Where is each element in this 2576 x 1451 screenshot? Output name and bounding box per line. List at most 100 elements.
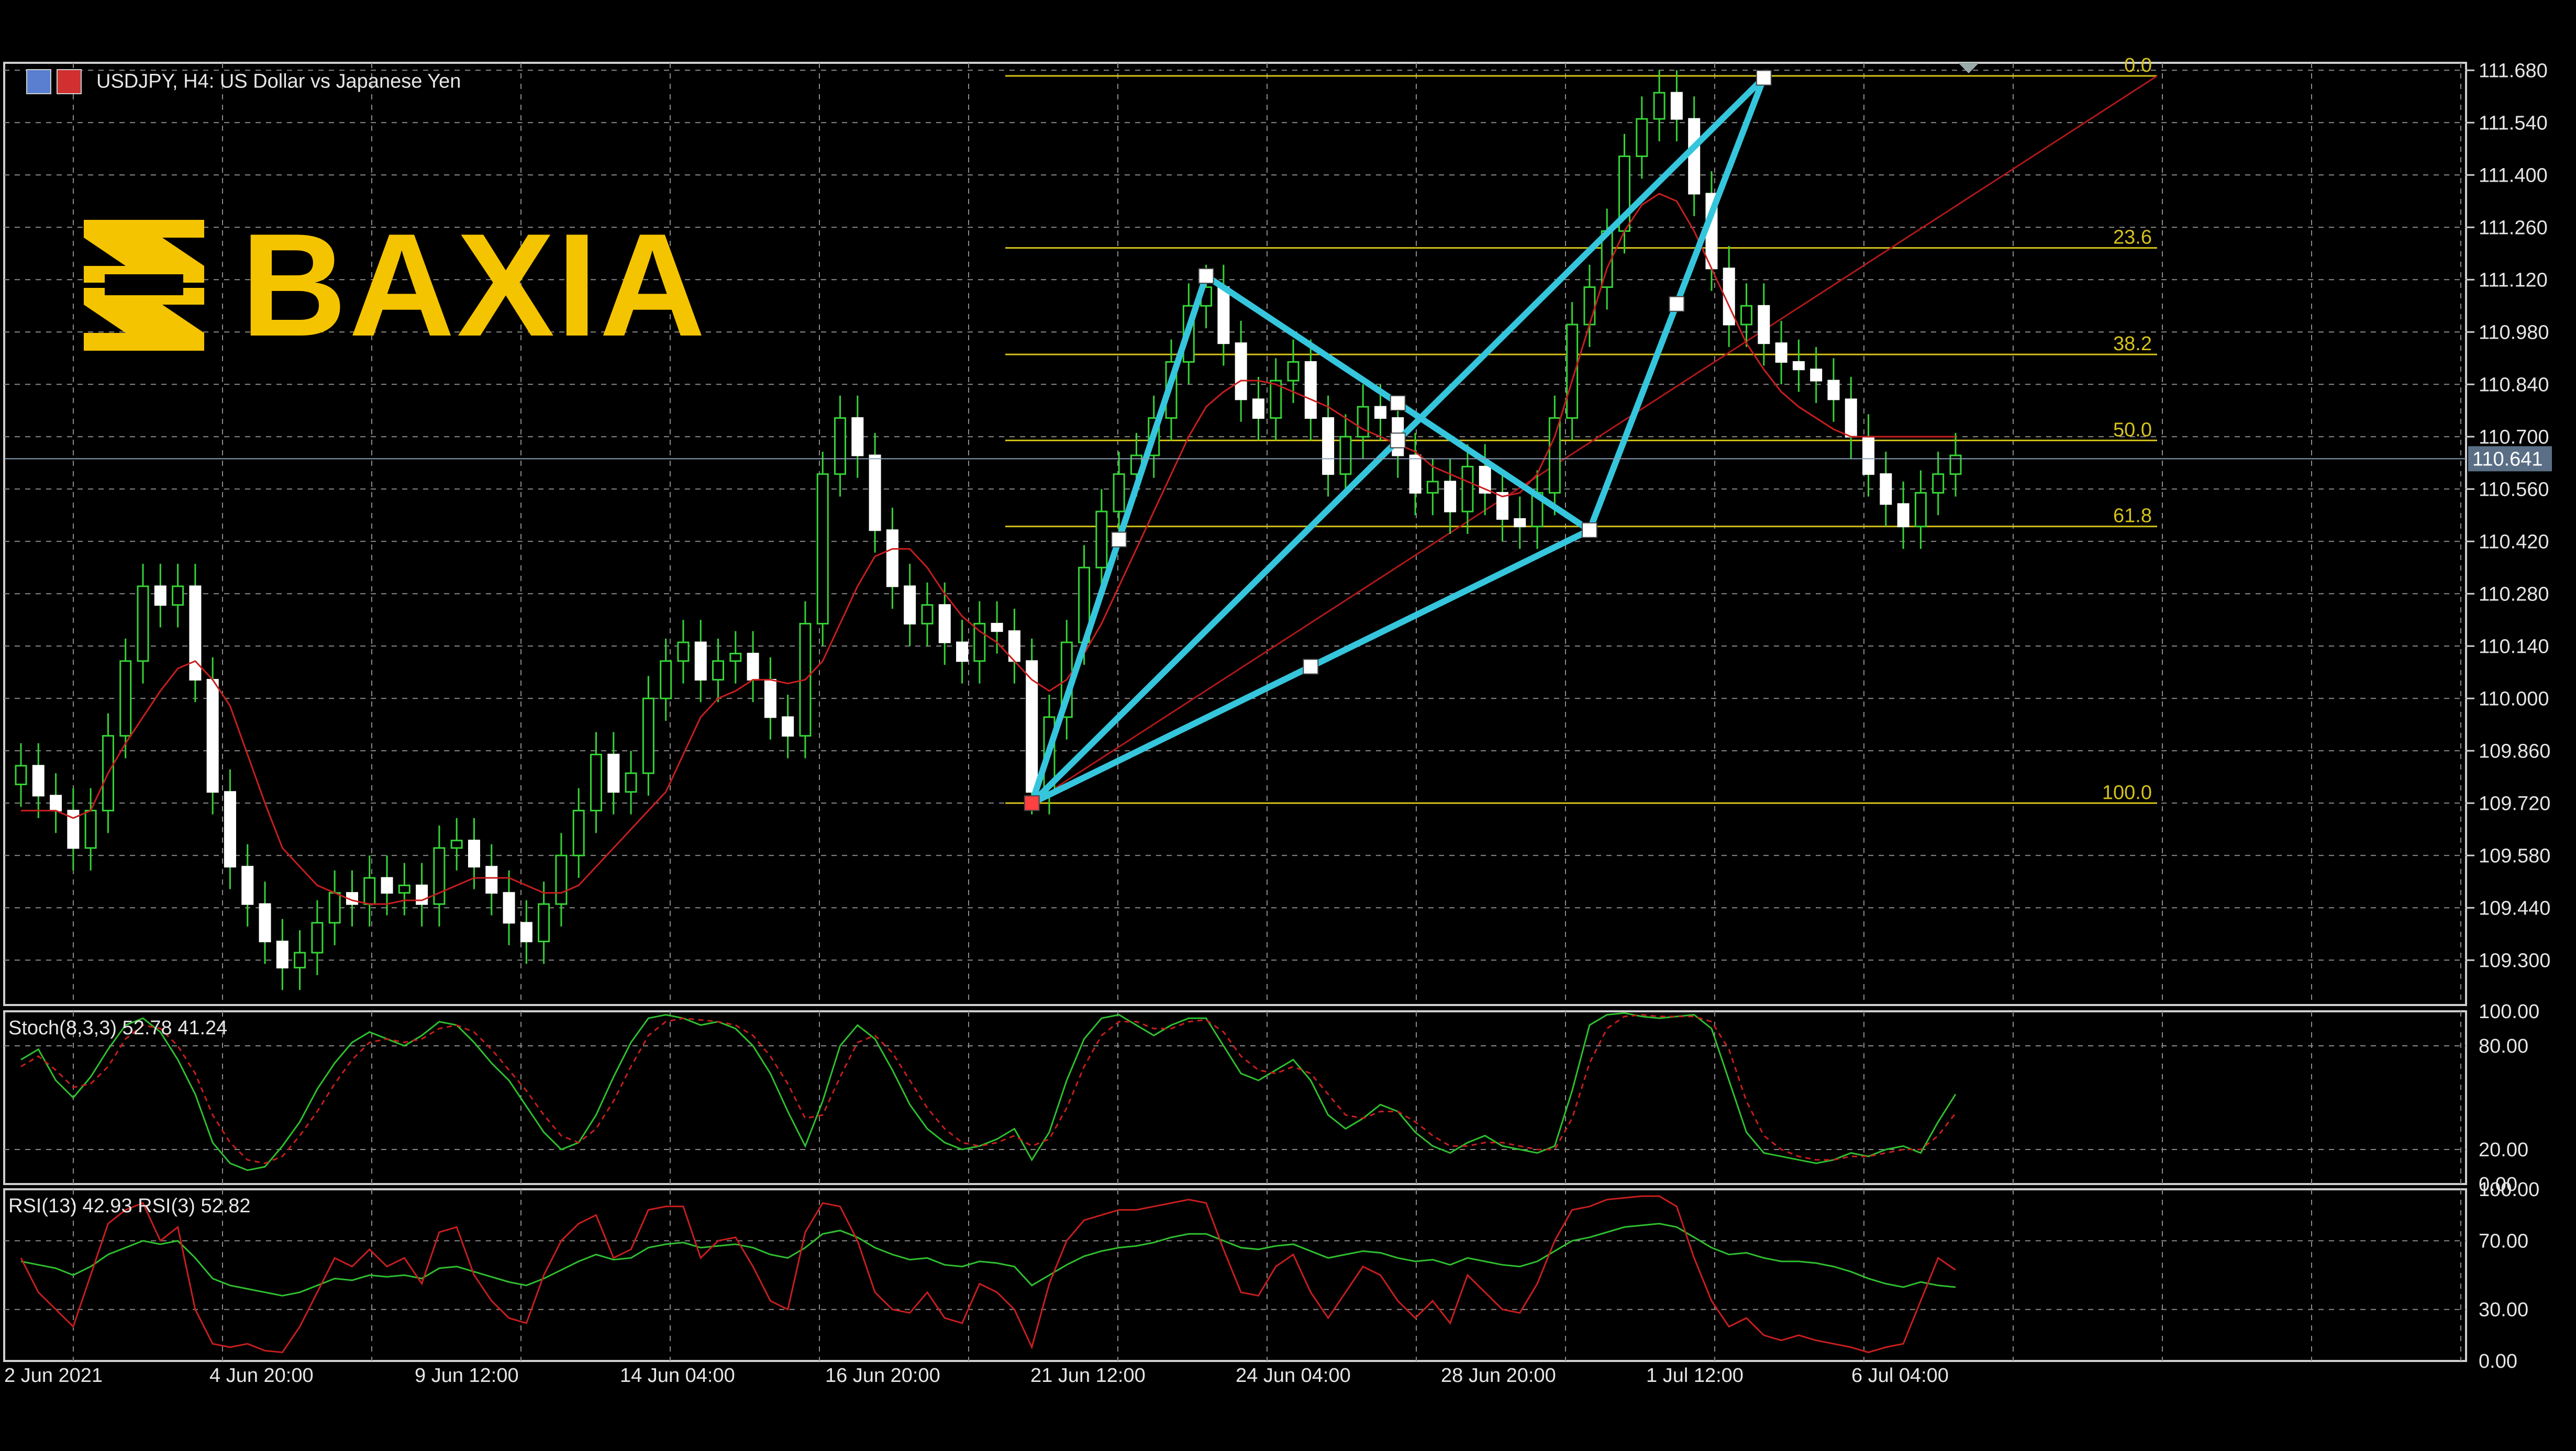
- candle: [1566, 323, 1579, 419]
- pattern-midpoint-handle: [1669, 296, 1685, 312]
- x-tick-label: 6 Jul 04:00: [1851, 1365, 1949, 1387]
- candle: [1688, 118, 1701, 195]
- candle: [834, 417, 847, 475]
- current-price-label: 110.641: [2472, 448, 2543, 470]
- candle: [1792, 361, 1805, 371]
- candle: [206, 679, 219, 793]
- candle: [956, 641, 969, 662]
- candle: [1461, 465, 1474, 512]
- candle: [450, 840, 463, 849]
- candle: [590, 753, 603, 812]
- candle: [433, 847, 446, 905]
- y-tick-label: 110.140: [2479, 635, 2549, 657]
- fib-level-label: 23.6: [2113, 227, 2152, 249]
- y-tick-label: 111.540: [2479, 112, 2548, 134]
- candle: [276, 941, 288, 969]
- candle: [538, 903, 550, 943]
- candle: [1932, 473, 1945, 494]
- candle: [119, 660, 132, 737]
- trend-line: [1031, 75, 2158, 804]
- candle: [154, 585, 166, 606]
- candle: [1758, 305, 1770, 344]
- candle: [921, 604, 934, 624]
- stoch-tick-label: 0.00: [2479, 1174, 2517, 1196]
- candle: [1548, 417, 1561, 494]
- candle: [1095, 510, 1108, 568]
- candle: [468, 840, 480, 868]
- candle: [1339, 436, 1352, 475]
- candle: [1113, 473, 1125, 512]
- candle: [363, 877, 376, 905]
- candle: [851, 417, 864, 456]
- candle: [67, 810, 80, 849]
- candle: [1322, 417, 1335, 475]
- y-tick-label: 109.580: [2479, 845, 2550, 867]
- rsi-panel-frame: [3, 1188, 2467, 1362]
- candle: [764, 679, 776, 718]
- candle: [224, 791, 236, 868]
- y-tick-label: 110.280: [2479, 583, 2549, 605]
- baxia-logo-icon: [84, 220, 204, 351]
- candle: [398, 884, 410, 894]
- candle: [1217, 286, 1230, 344]
- candle: [1270, 380, 1282, 419]
- candle: [15, 765, 27, 786]
- candle: [625, 772, 637, 793]
- x-tick-label: 16 Jun 20:00: [825, 1365, 940, 1387]
- candle: [1670, 92, 1683, 120]
- y-tick-label: 110.840: [2479, 374, 2549, 396]
- candle: [137, 585, 149, 662]
- fib-level-label: 38.2: [2113, 333, 2152, 355]
- candle: [973, 622, 986, 662]
- y-tick-label: 111.400: [2479, 164, 2548, 186]
- candle: [1897, 503, 1909, 528]
- candle: [1479, 465, 1491, 494]
- y-tick-label: 109.720: [2479, 793, 2550, 814]
- y-tick-label: 109.860: [2479, 740, 2550, 762]
- candle: [1374, 406, 1386, 419]
- candle: [991, 622, 1003, 632]
- candle: [572, 810, 585, 856]
- y-tick-label: 111.120: [2479, 269, 2548, 291]
- rsi3-line: [20, 1195, 1956, 1354]
- candle: [1514, 518, 1526, 528]
- candle: [1845, 398, 1857, 438]
- candle: [1496, 492, 1509, 520]
- candle: [1026, 660, 1038, 793]
- x-tick-label: 21 Jun 12:00: [1030, 1365, 1146, 1387]
- candle: [660, 660, 672, 699]
- pattern-midpoint-handle: [1111, 531, 1127, 548]
- candle: [416, 884, 428, 905]
- candle: [189, 585, 202, 681]
- candle: [1426, 481, 1439, 494]
- moving-average-line: [21, 193, 1956, 905]
- rsi13-line: [20, 1223, 1956, 1297]
- stoch-panel-frame: [3, 1010, 2467, 1185]
- candle: [607, 753, 620, 793]
- candle: [1444, 481, 1457, 512]
- chart-shift-marker: [1958, 63, 1979, 73]
- candle: [381, 877, 393, 894]
- candle: [747, 653, 759, 681]
- rsi-tick-label: 0.00: [2479, 1350, 2517, 1372]
- candle: [712, 660, 725, 681]
- candle: [729, 653, 742, 662]
- y-tick-label: 111.680: [2479, 60, 2548, 82]
- candle: [1235, 342, 1247, 400]
- chart-icons: USDJPY, H4: US Dollar vs Japanese Yen: [26, 69, 461, 94]
- candle: [311, 922, 324, 954]
- candle: [1880, 473, 1892, 505]
- candle: [694, 641, 707, 681]
- y-tick-label: 111.260: [2479, 217, 2548, 239]
- pattern-vertex-handle: [1198, 268, 1214, 284]
- rsi-tick-label: 100.00: [2479, 1179, 2539, 1201]
- chart-title: USDJPY, H4: US Dollar vs Japanese Yen: [96, 70, 461, 93]
- candle: [1304, 361, 1317, 419]
- rsi-title: RSI(13) 42.93 RSI(3) 52.82: [8, 1195, 251, 1217]
- candle: [1252, 398, 1264, 419]
- candle: [904, 585, 916, 624]
- candle: [294, 952, 306, 969]
- rsi-tick-label: 30.00: [2479, 1299, 2528, 1321]
